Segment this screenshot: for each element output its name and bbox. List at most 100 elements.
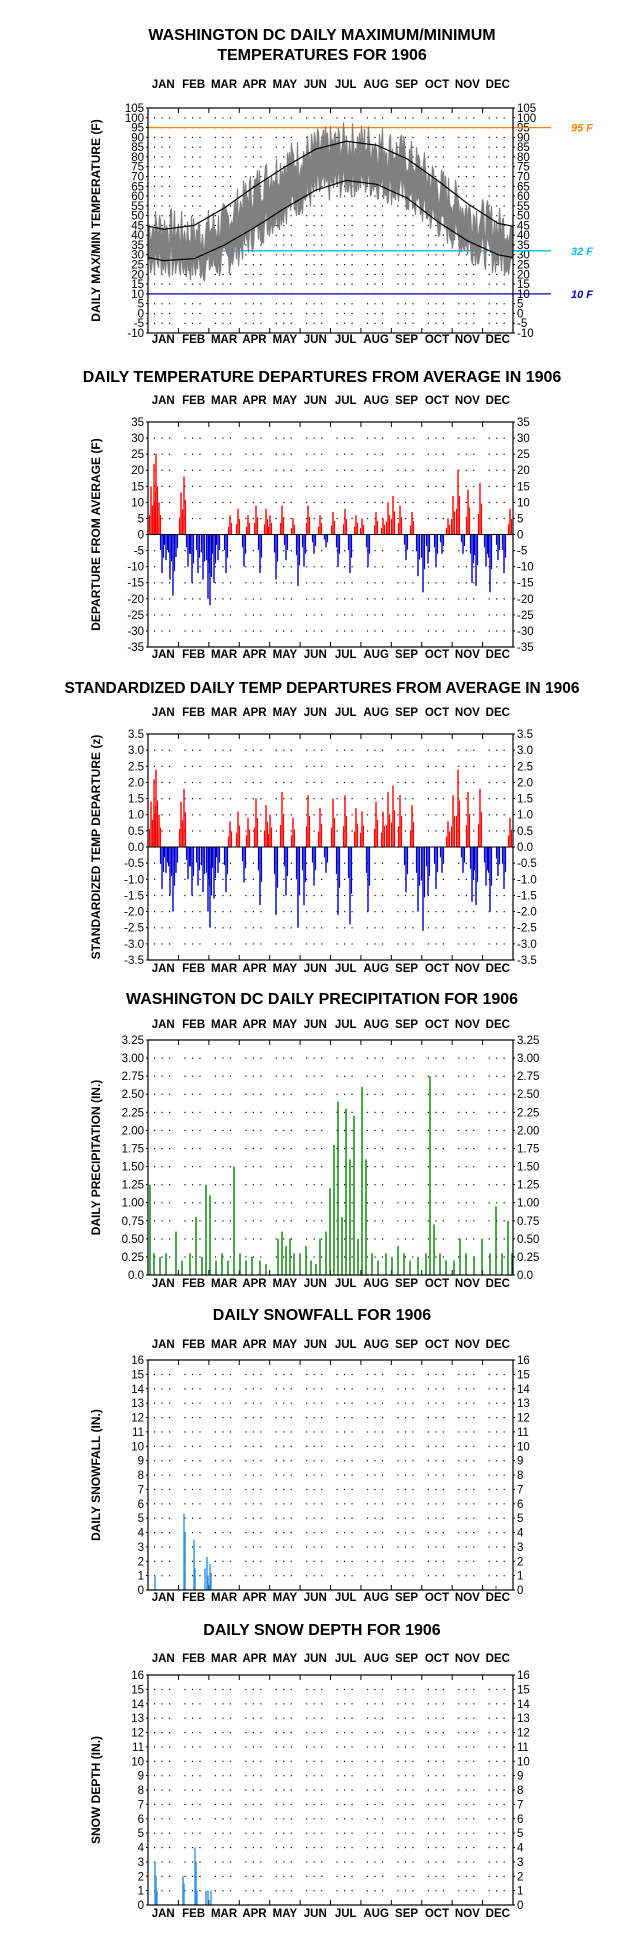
grid-dot bbox=[404, 517, 407, 520]
grid-dot bbox=[222, 1503, 224, 1505]
grid-dot bbox=[381, 749, 384, 751]
y-tick-label-right: 1.5 bbox=[517, 794, 533, 806]
grid-dot bbox=[169, 1546, 171, 1548]
grid-dot bbox=[313, 582, 315, 584]
grid-dot bbox=[374, 501, 376, 504]
grid-dot bbox=[275, 224, 277, 227]
grid-dot bbox=[465, 1184, 467, 1186]
grid-dot bbox=[313, 1560, 315, 1562]
grid-dot bbox=[313, 943, 315, 945]
grid-dot bbox=[412, 1093, 414, 1095]
grid-dot bbox=[397, 1832, 399, 1834]
grid-dot bbox=[245, 322, 247, 324]
grid-dot bbox=[336, 943, 338, 945]
grid-dot bbox=[381, 1890, 384, 1892]
grid-dot bbox=[351, 927, 353, 929]
grid-dot bbox=[351, 1417, 353, 1419]
grid-dot bbox=[161, 1832, 163, 1834]
grid-dot bbox=[336, 830, 338, 832]
grid-dot bbox=[199, 437, 201, 439]
grid-dot bbox=[397, 1746, 399, 1748]
month-label-top: AUG bbox=[363, 79, 389, 91]
grid-dot bbox=[184, 1503, 186, 1505]
grid-dot bbox=[488, 1488, 490, 1491]
grid-dot bbox=[503, 205, 505, 207]
grid-dot bbox=[351, 264, 353, 266]
grid-dot bbox=[503, 781, 505, 784]
grid-dot bbox=[503, 1166, 505, 1168]
grid-dot bbox=[191, 1532, 194, 1534]
grid-dot bbox=[161, 830, 163, 832]
grid-dot bbox=[473, 894, 475, 897]
grid-dot bbox=[199, 1847, 201, 1849]
grid-dot bbox=[351, 781, 353, 784]
grid-dot bbox=[191, 1717, 194, 1719]
grid-dot bbox=[199, 175, 201, 178]
reference-line-label: 95 F bbox=[571, 123, 593, 135]
grid-dot bbox=[351, 1184, 353, 1186]
grid-dot bbox=[229, 185, 232, 187]
grid-dot bbox=[503, 1560, 505, 1562]
grid-dot bbox=[245, 244, 247, 246]
grid-dot bbox=[252, 1746, 254, 1748]
grid-dot bbox=[336, 1546, 338, 1548]
grid-dot bbox=[252, 1184, 254, 1186]
grid-dot bbox=[161, 1875, 163, 1877]
grid-dot bbox=[313, 303, 315, 305]
grid-dot bbox=[306, 244, 308, 246]
grid-dot bbox=[427, 146, 429, 148]
grid-dot bbox=[229, 1402, 232, 1404]
grid-dot bbox=[366, 1832, 369, 1834]
y-tick-label-left: 9 bbox=[138, 1456, 144, 1468]
grid-dot bbox=[435, 1460, 437, 1462]
grid-dot bbox=[313, 1488, 315, 1491]
grid-dot bbox=[427, 1546, 429, 1548]
y-tick-label-left: 2 bbox=[138, 1871, 144, 1883]
grid-dot bbox=[275, 830, 277, 832]
grid-dot bbox=[488, 1760, 490, 1762]
grid-dot bbox=[161, 582, 163, 584]
grid-dot bbox=[336, 1075, 338, 1077]
grid-dot bbox=[435, 1474, 437, 1476]
grid-dot bbox=[313, 1373, 315, 1376]
grid-dot bbox=[245, 1890, 247, 1892]
chart-title: DAILY SNOW DEPTH FOR 1906 bbox=[203, 1622, 440, 1639]
grid-dot bbox=[374, 1575, 376, 1577]
y-tick-label-left: 5 bbox=[138, 299, 144, 311]
grid-dot bbox=[214, 1818, 217, 1820]
grid-dot bbox=[344, 894, 346, 897]
grid-dot bbox=[374, 894, 376, 897]
grid-dot bbox=[161, 1147, 163, 1150]
grid-dot bbox=[313, 1474, 315, 1476]
grid-dot bbox=[435, 749, 437, 751]
grid-dot bbox=[404, 1238, 407, 1240]
grid-dot bbox=[260, 582, 262, 584]
grid-dot bbox=[199, 156, 201, 158]
y-tick-label-right: 16 bbox=[517, 1670, 530, 1682]
grid-dot bbox=[260, 1789, 262, 1791]
grid-dot bbox=[321, 1460, 323, 1462]
grid-dot bbox=[427, 1431, 429, 1433]
grid-dot bbox=[351, 814, 353, 816]
grid-dot bbox=[184, 566, 186, 568]
grid-dot bbox=[404, 1803, 407, 1806]
grid-dot bbox=[374, 215, 376, 217]
grid-dot bbox=[435, 598, 437, 600]
y-axis-label: DAILY MAX/MIN TEMPERATURE (F) bbox=[89, 119, 103, 321]
month-label-top: MAY bbox=[273, 79, 298, 91]
grid-dot bbox=[252, 136, 254, 139]
y-tick-label-right: 13 bbox=[517, 1713, 530, 1725]
y-tick-label-left: 35 bbox=[131, 240, 144, 252]
grid-dot bbox=[290, 1861, 292, 1863]
grid-dot bbox=[442, 1803, 444, 1806]
grid-dot bbox=[252, 1111, 254, 1114]
grid-dot bbox=[458, 1184, 460, 1186]
grid-dot bbox=[427, 1560, 429, 1562]
grid-dot bbox=[473, 1166, 475, 1168]
grid-dot bbox=[496, 566, 498, 568]
grid-dot bbox=[412, 1560, 414, 1562]
grid-dot bbox=[184, 1474, 186, 1476]
grid-dot bbox=[229, 205, 232, 207]
grid-dot bbox=[321, 224, 323, 227]
y-tick-label-right: 1.50 bbox=[517, 1162, 539, 1174]
